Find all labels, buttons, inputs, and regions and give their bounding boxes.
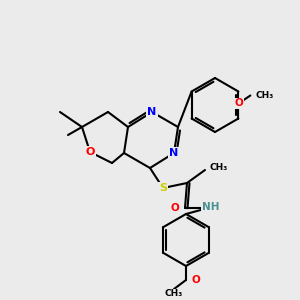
- Text: O: O: [85, 147, 95, 157]
- Text: CH₃: CH₃: [255, 91, 274, 100]
- Text: NH: NH: [202, 202, 220, 212]
- Text: CH₃: CH₃: [210, 164, 228, 172]
- Text: CH₃: CH₃: [165, 290, 183, 298]
- Text: O: O: [191, 275, 200, 285]
- Text: S: S: [159, 183, 167, 193]
- Text: O: O: [171, 203, 179, 213]
- Text: O: O: [234, 98, 243, 109]
- Text: N: N: [147, 107, 157, 117]
- Text: N: N: [169, 148, 178, 158]
